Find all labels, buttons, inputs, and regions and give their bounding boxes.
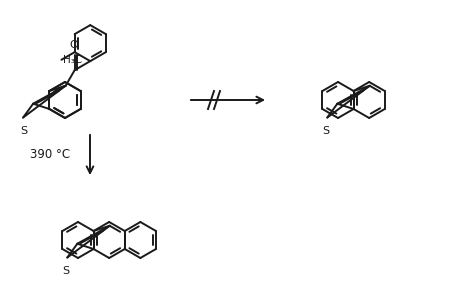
Text: O: O xyxy=(69,40,78,50)
Text: S: S xyxy=(21,126,27,135)
Text: S: S xyxy=(63,265,70,276)
Text: H₃C: H₃C xyxy=(63,55,83,65)
Text: S: S xyxy=(323,126,330,135)
Text: 390 °C: 390 °C xyxy=(30,149,70,161)
